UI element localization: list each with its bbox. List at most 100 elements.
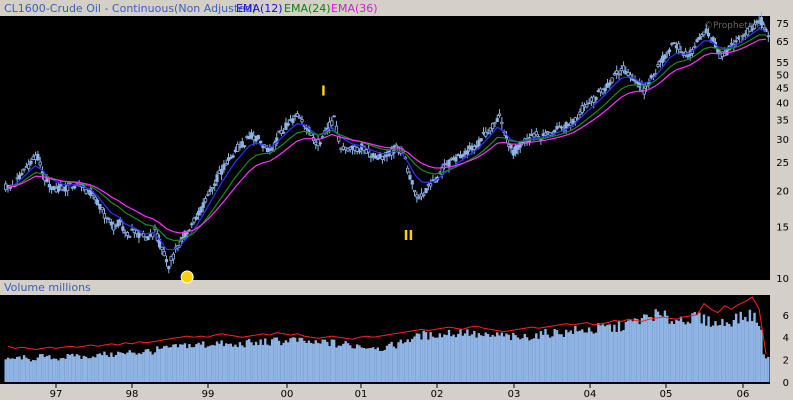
candle-body (224, 163, 228, 166)
volume-bar (252, 345, 255, 382)
candle-body (672, 42, 676, 45)
volume-bar (55, 358, 58, 382)
volume-bar (721, 318, 724, 382)
candle-body (729, 42, 734, 45)
volume-bar (620, 331, 623, 382)
volume-bar (640, 318, 644, 382)
x-tick-label: 00 (281, 389, 294, 400)
candle-body (102, 213, 107, 219)
candle-body (380, 156, 385, 160)
candle-body (394, 144, 398, 147)
x-tick-label: 01 (355, 389, 368, 400)
volume-bar (732, 319, 736, 382)
volume-bar (195, 344, 198, 382)
candle-body (100, 207, 104, 211)
volume-bar (282, 342, 285, 382)
volume-bar (385, 345, 389, 382)
candle-body (585, 103, 589, 108)
volume-bar (574, 325, 577, 382)
volume-bar (312, 343, 315, 382)
volume-bar (613, 324, 616, 382)
volume-bar (741, 319, 745, 382)
legend-ema36: EMA(36) (331, 2, 378, 15)
volume-bar (394, 348, 398, 382)
candle-body (484, 131, 488, 137)
volume-bar (41, 353, 44, 382)
volume-bar (365, 348, 368, 382)
volume-bar (626, 320, 630, 382)
volume-bar (698, 312, 701, 382)
volume-bar (259, 339, 262, 382)
volume-bar (530, 339, 533, 382)
volume-bar (268, 345, 272, 382)
candle-body (410, 180, 414, 185)
volume-bar (408, 341, 412, 382)
candle-body (408, 175, 412, 180)
price-tick-label: 30 (776, 135, 789, 146)
candle-body (518, 142, 522, 148)
volume-bar (22, 355, 26, 382)
volume-bar (149, 351, 152, 382)
candle-body (759, 17, 764, 26)
volume-bar (564, 329, 568, 382)
volume-bar (146, 348, 150, 382)
volume-bar (519, 339, 522, 382)
volume-bar (119, 352, 122, 382)
volume-bar (323, 339, 327, 382)
candle-body (300, 119, 304, 123)
candle-body (667, 49, 672, 53)
price-tick-label: 20 (776, 186, 789, 197)
volume-bar (666, 315, 669, 382)
volume-bar (349, 345, 352, 382)
volume-bar (319, 343, 322, 382)
volume-bar (496, 332, 499, 382)
volume-bar (208, 345, 212, 382)
candle-body (461, 154, 465, 157)
candle-body (240, 141, 244, 148)
candle-body (45, 177, 49, 183)
volume-bar (597, 323, 600, 382)
volume-bar (436, 337, 439, 382)
volume-bar (493, 336, 497, 382)
volume-bar (222, 346, 226, 382)
volume-bar (236, 346, 239, 382)
candle-body (679, 51, 683, 53)
price-panel (0, 16, 770, 280)
volume-bar (438, 333, 442, 382)
volume-bar (677, 320, 680, 382)
volume-bar (179, 344, 182, 382)
volume-bar (284, 340, 288, 382)
candle-body (121, 226, 125, 231)
volume-bar (296, 341, 299, 382)
candle-body (355, 147, 359, 152)
volume-bar (516, 337, 520, 382)
volume-bar (130, 352, 134, 382)
candle-body (256, 135, 260, 140)
ema-line-1 (7, 27, 767, 251)
volume-bar (107, 356, 111, 382)
volume-bar (560, 334, 563, 382)
volume-bar (484, 332, 487, 382)
annotation-label: I (321, 84, 326, 99)
candle-body (608, 82, 612, 86)
volume-bar (629, 319, 632, 382)
volume-bar (417, 333, 421, 382)
watermark: ©Prophet.net (704, 21, 766, 31)
volume-bar (457, 333, 460, 382)
volume-bar (473, 330, 476, 382)
candle-body (318, 142, 322, 145)
x-tick-label: 04 (584, 389, 597, 400)
volume-bar (110, 352, 113, 382)
candle-body (491, 123, 495, 130)
volume-bar (121, 352, 125, 382)
candle-body (125, 232, 130, 236)
volume-bar (381, 350, 384, 382)
volume-bar (220, 340, 223, 382)
candle-body (559, 126, 564, 129)
volume-bar (257, 344, 260, 382)
candle-body (160, 246, 164, 250)
volume-bar (576, 331, 579, 382)
candle-body (222, 164, 226, 170)
volume-bar (218, 343, 221, 382)
